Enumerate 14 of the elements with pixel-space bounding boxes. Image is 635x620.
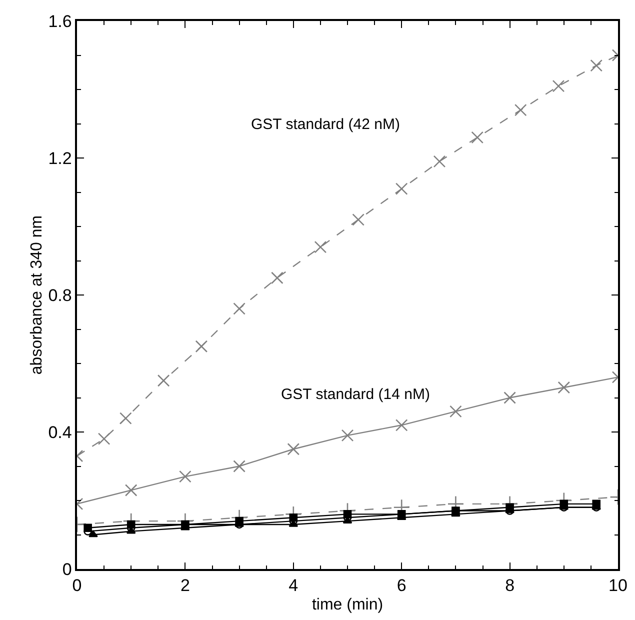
y-tick-label: 0 bbox=[62, 560, 72, 579]
annotation: GST standard (42 nM) bbox=[251, 116, 400, 133]
x-tick-label: 6 bbox=[396, 576, 406, 596]
y-tick-label: 1.2 bbox=[48, 148, 72, 168]
x-tick-label: 10 bbox=[608, 576, 628, 596]
y-axis-title: absorbance at 340 nm bbox=[28, 215, 46, 375]
x-tick-label: 8 bbox=[505, 576, 515, 596]
y-tick-label: 0.4 bbox=[48, 422, 72, 442]
x-tick-label: 4 bbox=[288, 576, 298, 596]
annotation: GST standard (14 nM) bbox=[281, 386, 430, 403]
x-tick-label: 2 bbox=[180, 576, 190, 596]
y-tick-label: 0.8 bbox=[48, 286, 72, 305]
y-tick-label: 1.6 bbox=[48, 12, 72, 31]
x-axis-title: time (min) bbox=[312, 596, 384, 614]
